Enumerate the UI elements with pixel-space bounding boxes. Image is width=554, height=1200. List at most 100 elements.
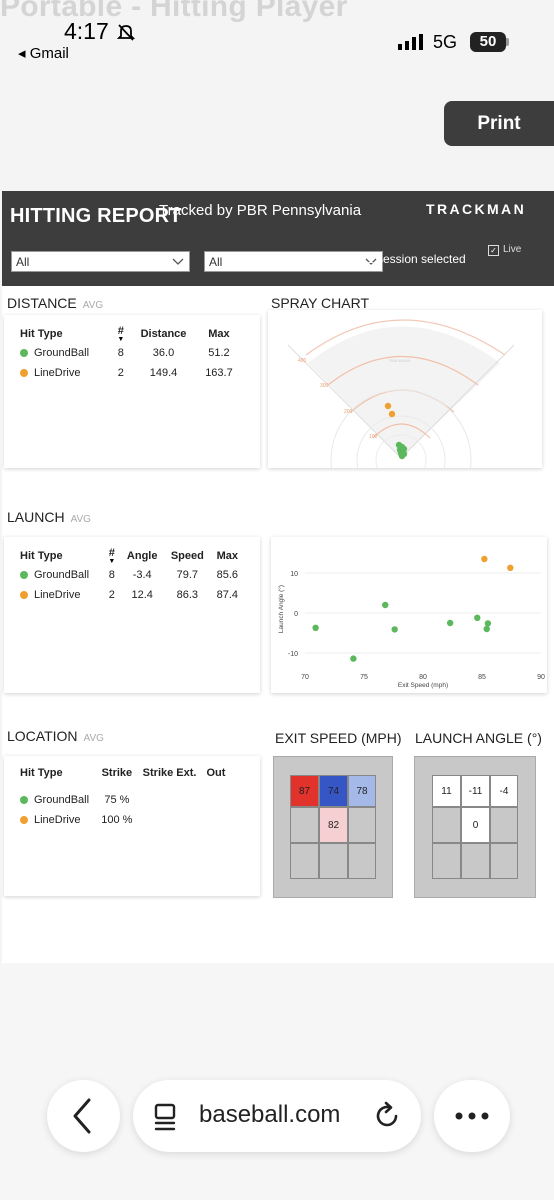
zone-cell: [290, 807, 319, 843]
distance-avg-label: AVG: [82, 300, 104, 311]
col-hit-type[interactable]: Hit Type: [20, 550, 63, 562]
zone-cell: [490, 843, 518, 879]
table-row: LineDrive 2 149.4 163.7: [16, 363, 241, 383]
col-speed[interactable]: Speed: [170, 550, 204, 562]
zone-cell: [290, 843, 319, 879]
col-hit-type[interactable]: Hit Type: [20, 328, 63, 340]
table-row: LineDrive 100 %: [16, 810, 230, 830]
max-cell: 87.4: [216, 589, 238, 601]
hit-point: [398, 452, 406, 460]
zone-cell: [490, 807, 518, 843]
hit-point: [388, 410, 396, 418]
filter-select-2[interactable]: All: [204, 251, 383, 272]
strike-cell: 75 %: [104, 794, 130, 806]
count-cell: 8: [108, 569, 115, 581]
scatter-point: [382, 601, 389, 609]
bell-muted-icon: [116, 24, 136, 41]
col-strike[interactable]: Strike: [101, 767, 133, 779]
report-subtitle: Tracked by PBR Pennsylvania: [159, 202, 362, 219]
live-checkbox[interactable]: ✓: [488, 245, 499, 256]
location-table: Hit Type Strike Strike Ext. Out GroundBa…: [16, 764, 230, 830]
hit-type-cell: LineDrive: [16, 585, 103, 605]
col-distance[interactable]: Distance: [140, 328, 187, 340]
max-cell: 51.2: [208, 347, 230, 359]
live-label: Live: [503, 244, 522, 255]
angle-cell: 12.4: [131, 589, 153, 601]
filter-select-1[interactable]: All: [11, 251, 190, 272]
distance-cell: 149.4: [149, 367, 178, 379]
col-hit-type[interactable]: Hit Type: [20, 767, 63, 779]
back-button[interactable]: [47, 1080, 120, 1152]
exit-speed-zone: 87 74 78 82: [273, 756, 393, 898]
hit-type-cell: GroundBall: [16, 790, 96, 810]
launch-scatter-card: 10 0 -10 70 75 80 85 90 Exit Speed (mph) Launch A…: [271, 537, 547, 693]
col-out[interactable]: Out: [206, 767, 226, 779]
back-to-gmail-link[interactable]: ◂ Gmail: [18, 45, 69, 62]
trackman-logo: TRACKMAN: [426, 201, 527, 217]
hitting-report: HITTING REPORT Tracked by PBR Pennsylvan…: [2, 191, 554, 963]
chevron-down-icon: [365, 258, 377, 265]
battery-icon: 50: [470, 32, 506, 52]
reload-icon[interactable]: [371, 1100, 403, 1132]
y-tick-label: 0: [294, 611, 298, 618]
table-row: GroundBall 8 -3.4 79.7 85.6: [16, 565, 244, 585]
max-cell: 163.7: [205, 367, 233, 379]
scatter-point: [350, 655, 357, 662]
url-text[interactable]: baseball.com: [199, 1101, 341, 1128]
zone-cell: [461, 843, 490, 879]
ring-label-100: 100: [369, 434, 378, 440]
col-max[interactable]: Max: [208, 328, 230, 340]
zone-cell-top-center: 74: [319, 775, 348, 807]
zone-cell-center: 0: [461, 807, 490, 843]
groundball-dot-icon: [20, 796, 28, 804]
x-tick-label: 80: [419, 674, 427, 681]
scatter-point: [391, 626, 398, 633]
zone-cell: [319, 843, 348, 879]
location-card: Hit Type Strike Strike Ext. Out GroundBa…: [4, 756, 260, 896]
x-tick-label: 90: [537, 674, 545, 681]
location-section-title: LOCATION AVG: [7, 728, 104, 744]
x-axis-label: Exit Speed (mph): [398, 682, 448, 689]
hit-point: [400, 445, 408, 453]
chevron-left-icon: [73, 1098, 91, 1134]
reader-mode-icon[interactable]: [153, 1102, 181, 1132]
col-count[interactable]: # ▼: [108, 547, 116, 565]
spray-chart-title: SPRAY CHART: [271, 295, 370, 311]
speed-cell: 86.3: [176, 589, 199, 601]
table-row: GroundBall 8 36.0 51.2: [16, 343, 241, 363]
y-tick-label: 10: [290, 571, 298, 578]
print-button[interactable]: Print: [444, 101, 554, 146]
count-cell: 2: [117, 367, 124, 379]
scatter-point: [484, 620, 492, 627]
spray-watermark: TRACKMAN: [388, 358, 411, 363]
launch-avg-label: AVG: [70, 514, 91, 525]
zone-cell-top-left: 87: [290, 775, 319, 807]
col-max[interactable]: Max: [216, 550, 238, 562]
address-bar[interactable]: baseball.com: [133, 1080, 421, 1152]
browser-bottom-bar: baseball.com: [0, 963, 554, 1200]
launch-title: LAUNCH: [7, 509, 65, 525]
page-title-ghost: Portable - Hitting Player: [0, 0, 348, 23]
table-row: LineDrive 2 12.4 86.3 87.4: [16, 585, 244, 605]
col-strike-ext[interactable]: Strike Ext.: [142, 767, 197, 779]
more-menu-button[interactable]: [434, 1080, 510, 1152]
col-count[interactable]: # ▼: [117, 325, 125, 343]
speed-cell: 79.7: [176, 569, 199, 581]
distance-cell: 36.0: [152, 347, 175, 359]
launch-scatter-chart: 10 0 -10 70 75 80 85 90 Exit Speed (mph) Launch A…: [277, 555, 545, 689]
report-title: HITTING REPORT: [10, 205, 182, 227]
zone-cell-top-center: -11: [461, 775, 490, 807]
scatter-point: [481, 555, 488, 563]
scatter-point: [446, 619, 454, 627]
angle-cell: -3.4: [132, 569, 152, 581]
linedrive-dot-icon: [20, 369, 28, 377]
location-title: LOCATION: [7, 728, 78, 744]
ring-label-300: 300: [320, 383, 329, 389]
launch-angle-title: LAUNCH ANGLE (°): [415, 730, 542, 746]
distance-card: Hit Type # ▼ Distance Max GroundBall 8 36…: [4, 315, 260, 468]
groundball-dot-icon: [20, 571, 28, 579]
x-tick-label: 70: [301, 674, 309, 681]
x-tick-label: 75: [360, 674, 368, 681]
col-angle[interactable]: Angle: [126, 550, 158, 562]
zone-cell-top-right: 78: [348, 775, 376, 807]
